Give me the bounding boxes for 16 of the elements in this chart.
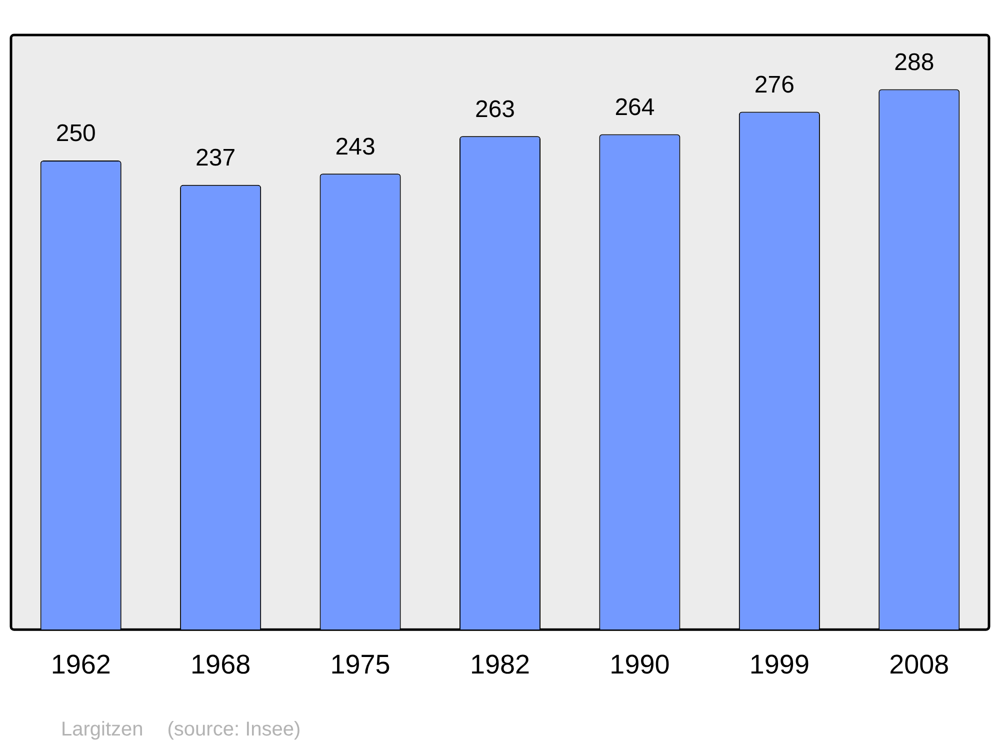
text: Largitzen xyxy=(61,718,144,741)
data-label: 288 xyxy=(894,48,934,76)
x-tick-label: 1990 xyxy=(610,649,670,680)
x-tick-label: 1968 xyxy=(190,649,251,680)
data-label: 243 xyxy=(335,133,376,160)
x-tick-label: 1975 xyxy=(330,649,390,680)
data-label: 263 xyxy=(474,96,516,123)
data-label: 237 xyxy=(196,144,236,172)
x-tick-label: 1982 xyxy=(470,649,530,680)
data-label: 264 xyxy=(614,94,655,121)
x-tick-label: 2008 xyxy=(889,649,950,680)
x-tick-label: 1999 xyxy=(749,649,810,680)
data-label: 250 xyxy=(56,120,96,148)
x-tick-label: 1962 xyxy=(50,649,111,680)
text: (source: Insee) xyxy=(167,718,301,741)
data-label: 276 xyxy=(754,71,794,98)
